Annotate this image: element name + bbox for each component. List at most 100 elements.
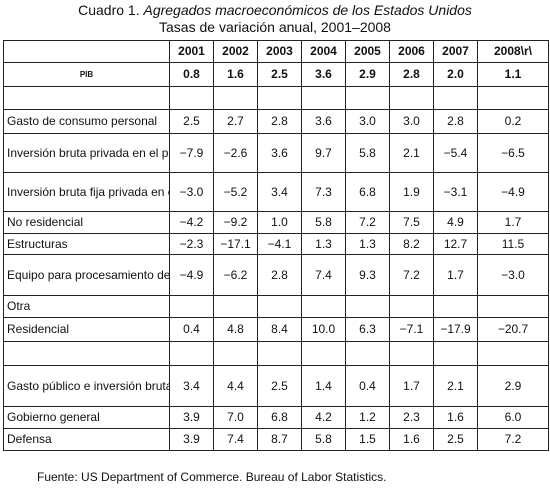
table-cell: 3.6 [301, 109, 346, 134]
table-cell: 2.5 [257, 365, 302, 407]
table-cell: 2.8 [389, 62, 434, 87]
table-cell: 2.1 [433, 365, 478, 407]
table-row: No residencial −4.2 −9.2 1.0 5.8 7.2 7.5… [3, 211, 549, 234]
table-cell [213, 341, 258, 366]
row-label: Residencial [3, 317, 170, 342]
table-cell: 4.8 [213, 317, 258, 342]
table-cell: −4.9 [477, 172, 549, 212]
table-cell: 6.3 [345, 317, 390, 342]
table-cell: −6.5 [477, 133, 549, 173]
table-cell: 12.7 [433, 233, 478, 255]
table-row: Inversión bruta fija privada en el país … [3, 172, 549, 212]
table-cell: −3.0 [477, 254, 549, 296]
table-cell: −4.2 [169, 211, 214, 234]
row-label: Defensa [3, 428, 170, 451]
title-prefix: Cuadro 1. [78, 2, 140, 18]
table-row: Otra [3, 295, 549, 318]
row-label: No residencial [3, 211, 170, 234]
table-cell [169, 86, 214, 110]
row-label [3, 86, 170, 110]
header-cell: 2004 [301, 40, 346, 63]
table-cell: −4.9 [169, 254, 214, 296]
table-cell [301, 341, 346, 366]
table-cell: 0.2 [477, 109, 549, 134]
table-cell: 0.4 [345, 365, 390, 407]
table-cell [433, 341, 478, 366]
table-cell: 7.2 [389, 254, 434, 296]
table-cell: 2.3 [389, 406, 434, 429]
table-cell: 1.3 [301, 233, 346, 255]
table-cell [345, 86, 390, 110]
table-cell: 1.5 [345, 428, 390, 451]
table-cell: 6.0 [477, 406, 549, 429]
table-cell: 11.5 [477, 233, 549, 255]
table-cell: 3.6 [257, 133, 302, 173]
table-cell [433, 295, 478, 318]
table-cell: 1.6 [213, 62, 258, 87]
table-cell: −7.1 [389, 317, 434, 342]
row-label: Equipo para procesamiento de información… [3, 254, 170, 296]
table-row: Defensa 3.9 7.4 8.7 5.8 1.5 1.6 2.5 7.2 [3, 428, 549, 451]
table-cell: 2.7 [213, 109, 258, 134]
table-cell [213, 295, 258, 318]
table-row [3, 86, 549, 110]
source-note: Fuente: US Department of Commerce. Burea… [37, 470, 387, 484]
table-cell: −3.0 [169, 172, 214, 212]
table-cell: −17.1 [213, 233, 258, 255]
table-cell: 2.5 [169, 109, 214, 134]
table-cell: 2.0 [433, 62, 478, 87]
table-row: Residencial 0.4 4.8 8.4 10.0 6.3 −7.1 −1… [3, 317, 549, 342]
header-cell: 2002 [213, 40, 258, 63]
table-cell: 7.5 [389, 211, 434, 234]
table-cell [477, 295, 549, 318]
header-cell: 2001 [169, 40, 214, 63]
table-cell: −5.2 [213, 172, 258, 212]
table-cell: 1.7 [433, 254, 478, 296]
macro-table: 2001 2002 2003 2004 2005 2006 2007 2008\… [3, 40, 549, 451]
table-cell: 1.7 [389, 365, 434, 407]
header-cell: 2007 [433, 40, 478, 63]
table-cell: 7.0 [213, 406, 258, 429]
table-cell: 2.9 [345, 62, 390, 87]
table-cell: −9.2 [213, 211, 258, 234]
table-cell [213, 86, 258, 110]
table-cell: 2.5 [433, 428, 478, 451]
table-cell: 1.7 [477, 211, 549, 234]
table-row: Gasto público e inversión bruta pública … [3, 365, 549, 407]
table-cell: 2.8 [257, 109, 302, 134]
table-cell: 7.2 [345, 211, 390, 234]
table-cell: 1.1 [477, 62, 549, 87]
row-label: Gasto de consumo personal [3, 109, 170, 134]
table-row: Gasto de consumo personal 2.5 2.7 2.8 3.… [3, 109, 549, 134]
table-cell: 1.4 [301, 365, 346, 407]
row-label: Otra [3, 295, 170, 318]
table-cell: 1.3 [345, 233, 390, 255]
table-cell: 8.7 [257, 428, 302, 451]
table-cell: 3.6 [301, 62, 346, 87]
table-cell: 3.9 [169, 406, 214, 429]
table-cell: 7.3 [301, 172, 346, 212]
table-cell: 7.4 [301, 254, 346, 296]
table-cell: 1.6 [389, 428, 434, 451]
table-cell [257, 295, 302, 318]
table-cell [389, 341, 434, 366]
table-cell: 5.8 [301, 428, 346, 451]
table-cell [301, 86, 346, 110]
row-label: PIB [3, 62, 170, 87]
table-cell: 8.4 [257, 317, 302, 342]
table-cell: 5.8 [301, 211, 346, 234]
table-cell [169, 295, 214, 318]
table-cell: 2.1 [389, 133, 434, 173]
row-label [3, 341, 170, 366]
table-cell [389, 86, 434, 110]
title-name: Agregados macroeconómicos de los Estados… [143, 2, 472, 18]
table-cell [477, 86, 549, 110]
header-cell [3, 40, 170, 63]
table-cell: 3.4 [257, 172, 302, 212]
header-cell: 2003 [257, 40, 302, 63]
table-row: Equipo para procesamiento de información… [3, 254, 549, 296]
table-cell: 4.2 [301, 406, 346, 429]
table-cell: 7.2 [477, 428, 549, 451]
table-row-pib: PIB 0.8 1.6 2.5 3.6 2.9 2.8 2.0 1.1 [3, 62, 549, 87]
table-cell [169, 341, 214, 366]
